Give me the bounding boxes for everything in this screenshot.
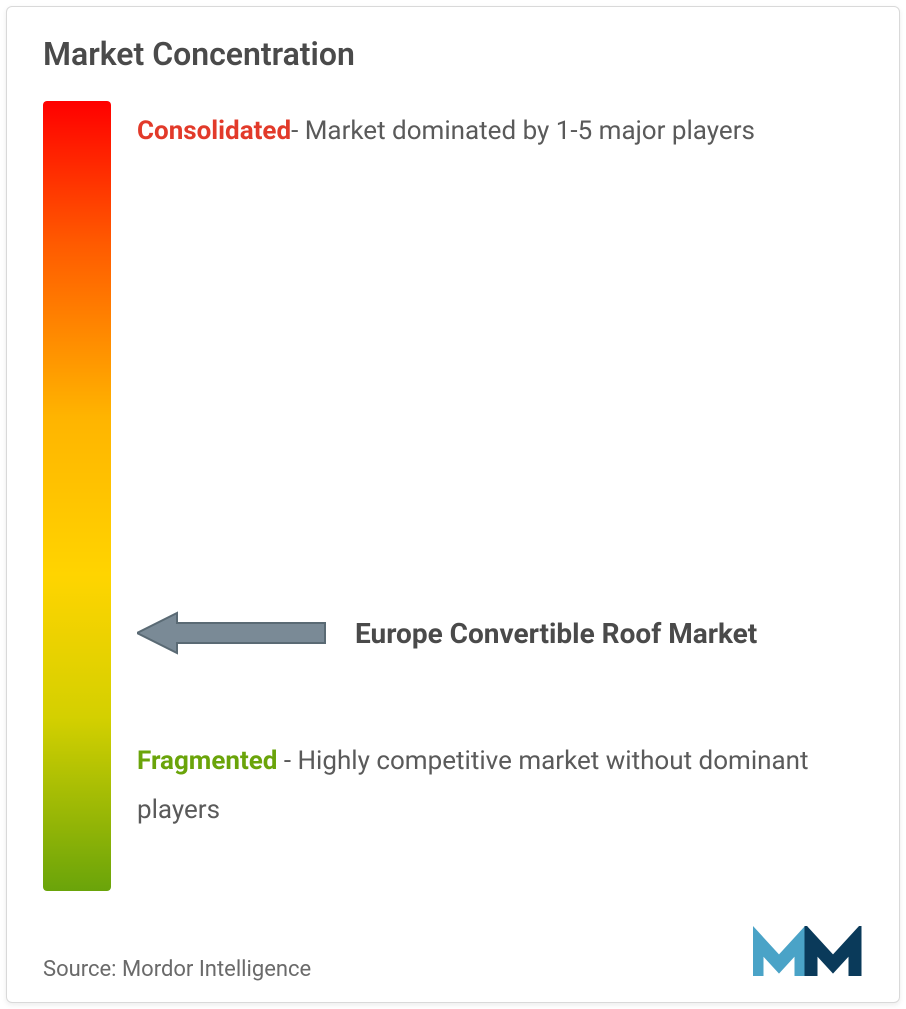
fragmented-label: Fragmented — [137, 746, 277, 776]
fragmented-block: Fragmented - Highly competitive market w… — [137, 737, 853, 836]
consolidated-desc: - Market dominated by 1-5 major players — [291, 116, 755, 146]
page-title: Market Concentration — [43, 35, 863, 73]
infographic-card: Market Concentration Consolidated- Marke… — [6, 6, 900, 1003]
source-text: Source: Mordor Intelligence — [43, 957, 311, 982]
arrow-left-icon — [137, 611, 327, 655]
mordor-logo-icon — [753, 926, 863, 982]
market-name: Europe Convertible Roof Market — [355, 617, 757, 650]
consolidated-block: Consolidated- Market dominated by 1-5 ma… — [137, 107, 853, 156]
consolidated-label: Consolidated — [137, 116, 291, 146]
concentration-gradient-bar — [43, 101, 111, 891]
labels-column: Consolidated- Market dominated by 1-5 ma… — [137, 101, 863, 914]
market-marker: Europe Convertible Roof Market — [137, 611, 757, 655]
footer: Source: Mordor Intelligence — [43, 926, 863, 982]
content-area: Consolidated- Market dominated by 1-5 ma… — [43, 101, 863, 914]
